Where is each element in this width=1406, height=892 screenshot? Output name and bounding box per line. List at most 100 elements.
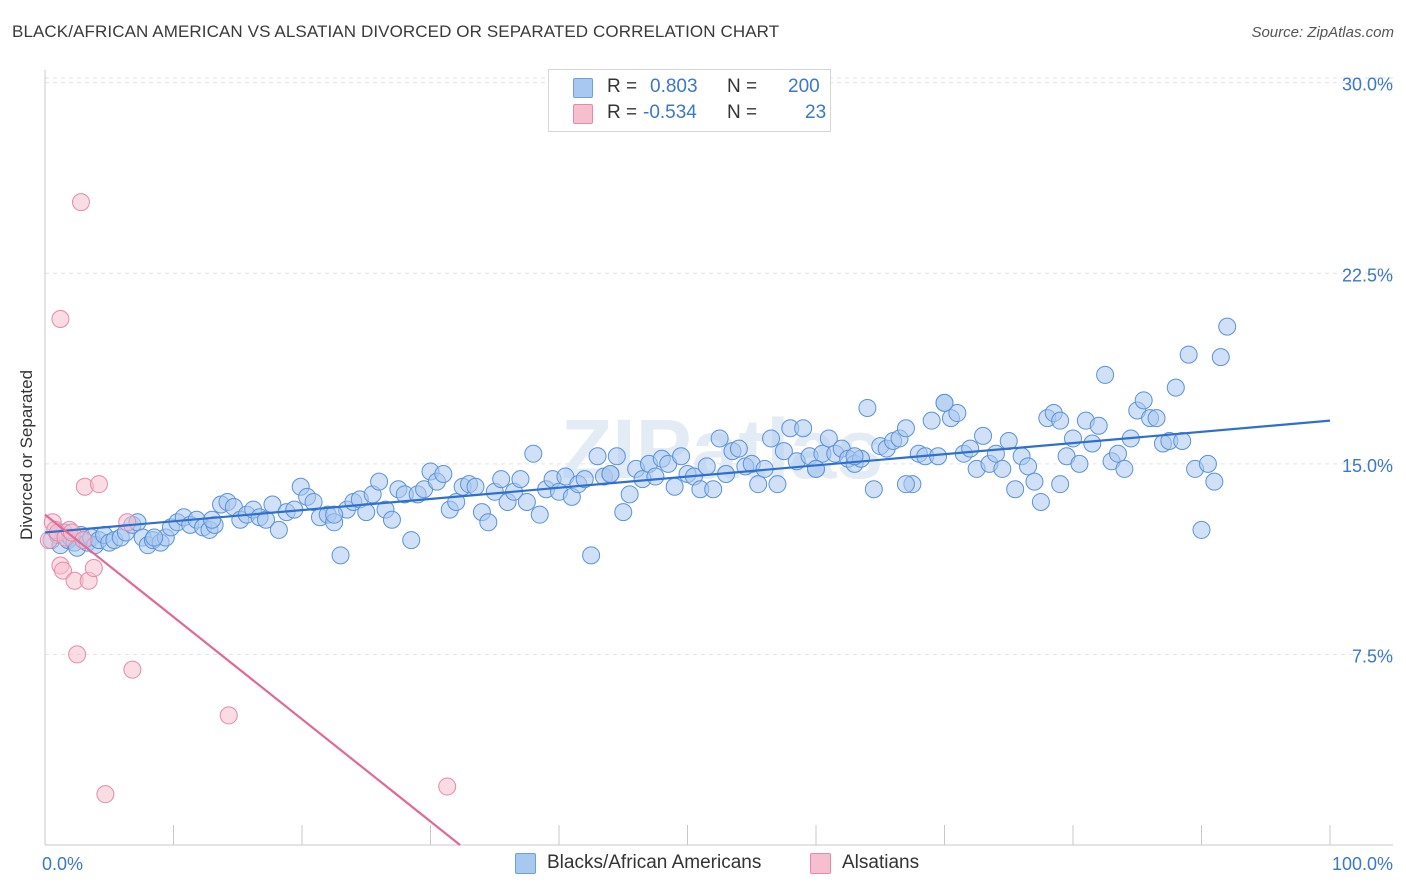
data-point [357, 503, 376, 522]
data-point [601, 465, 620, 484]
series-blacks-points [42, 317, 1237, 565]
data-point [672, 447, 691, 466]
data-point [402, 531, 421, 550]
series-alsatians-points [39, 193, 457, 804]
data-point [325, 505, 344, 524]
data-point [768, 475, 787, 494]
data-point [1205, 472, 1224, 491]
data-point [1211, 348, 1230, 367]
data-point [582, 546, 601, 565]
y-tick-label: 15.0% [1342, 456, 1393, 476]
data-point [1006, 480, 1025, 499]
data-point [986, 444, 1005, 463]
data-point [118, 513, 137, 532]
data-point [1179, 345, 1198, 364]
data-point [382, 510, 401, 529]
data-point [896, 475, 915, 494]
trendlines [44, 419, 1331, 846]
data-point [479, 513, 498, 532]
data-point [466, 477, 485, 496]
data-point [896, 419, 915, 438]
data-point [203, 510, 222, 529]
y-tick-labels: 7.5% 15.0% 22.5% 30.0% [1342, 75, 1393, 667]
data-point [269, 520, 288, 539]
data-point [331, 546, 350, 565]
data-point [1147, 409, 1166, 428]
data-point [819, 429, 838, 448]
gridlines [45, 77, 1393, 655]
bottom-legend-label: Blacks/African Americans [547, 852, 762, 873]
data-point [710, 429, 729, 448]
data-point [524, 444, 543, 463]
data-point [68, 645, 87, 664]
data-point [89, 475, 108, 494]
data-point [607, 447, 626, 466]
data-point [1218, 317, 1237, 336]
data-point [646, 467, 665, 486]
source-credit: Source: ZipAtlas.com [1251, 24, 1394, 41]
legend-n-value: 23 [805, 102, 827, 123]
data-point [1083, 434, 1102, 453]
data-point [935, 393, 954, 412]
data-point [438, 777, 457, 796]
axes [44, 70, 1393, 846]
data-point [729, 439, 748, 458]
data-point [864, 480, 883, 499]
legend-swatch-blacks [573, 78, 593, 98]
data-point [1192, 520, 1211, 539]
legend-n-label: N = [727, 102, 758, 123]
data-point [948, 404, 967, 423]
bottom-legend-label: Alsatians [842, 852, 920, 873]
y-tick-label: 30.0% [1342, 75, 1393, 95]
legend-r-value: -0.534 [643, 102, 697, 123]
data-point [999, 431, 1018, 450]
legend-n-label: N = [727, 76, 758, 97]
data-point [704, 480, 723, 499]
data-point [517, 492, 536, 511]
data-point [665, 477, 684, 496]
data-point [51, 310, 70, 329]
data-point [84, 559, 103, 578]
data-point [511, 470, 530, 489]
data-point [434, 465, 453, 484]
data-point [1051, 475, 1070, 494]
data-point [53, 561, 72, 580]
data-point [620, 485, 639, 504]
data-point [370, 472, 389, 491]
data-point [123, 660, 142, 679]
data-point [1108, 444, 1127, 463]
data-point [304, 492, 323, 511]
data-point [993, 459, 1012, 478]
data-point [1070, 454, 1089, 473]
correlation-legend: R = 0.803 N = 200 R = -0.534 N = 23 [548, 69, 831, 132]
bottom-legend-swatch-alsatians [810, 853, 831, 874]
trendline-alsatians [44, 513, 461, 846]
data-point [774, 442, 793, 461]
data-point [1025, 472, 1044, 491]
data-point [575, 470, 594, 489]
data-point [74, 531, 93, 550]
data-point [71, 193, 90, 212]
data-point [1115, 459, 1134, 478]
data-point [794, 419, 813, 438]
data-point [858, 398, 877, 417]
data-point [1019, 457, 1038, 476]
trendline-blacks [44, 419, 1331, 534]
data-point [1198, 454, 1217, 473]
y-tick-label: 22.5% [1342, 265, 1393, 285]
data-point [614, 503, 633, 522]
data-point [961, 439, 980, 458]
data-point [588, 447, 607, 466]
legend-swatch-alsatians [573, 104, 593, 124]
y-tick-label: 7.5% [1352, 646, 1393, 666]
data-point [807, 459, 825, 478]
data-point [145, 528, 164, 547]
data-point [1089, 416, 1108, 435]
data-point [219, 706, 238, 725]
data-point [762, 429, 781, 448]
data-point [922, 411, 941, 430]
data-point [974, 426, 993, 445]
data-point [492, 470, 511, 489]
data-point [257, 510, 276, 529]
